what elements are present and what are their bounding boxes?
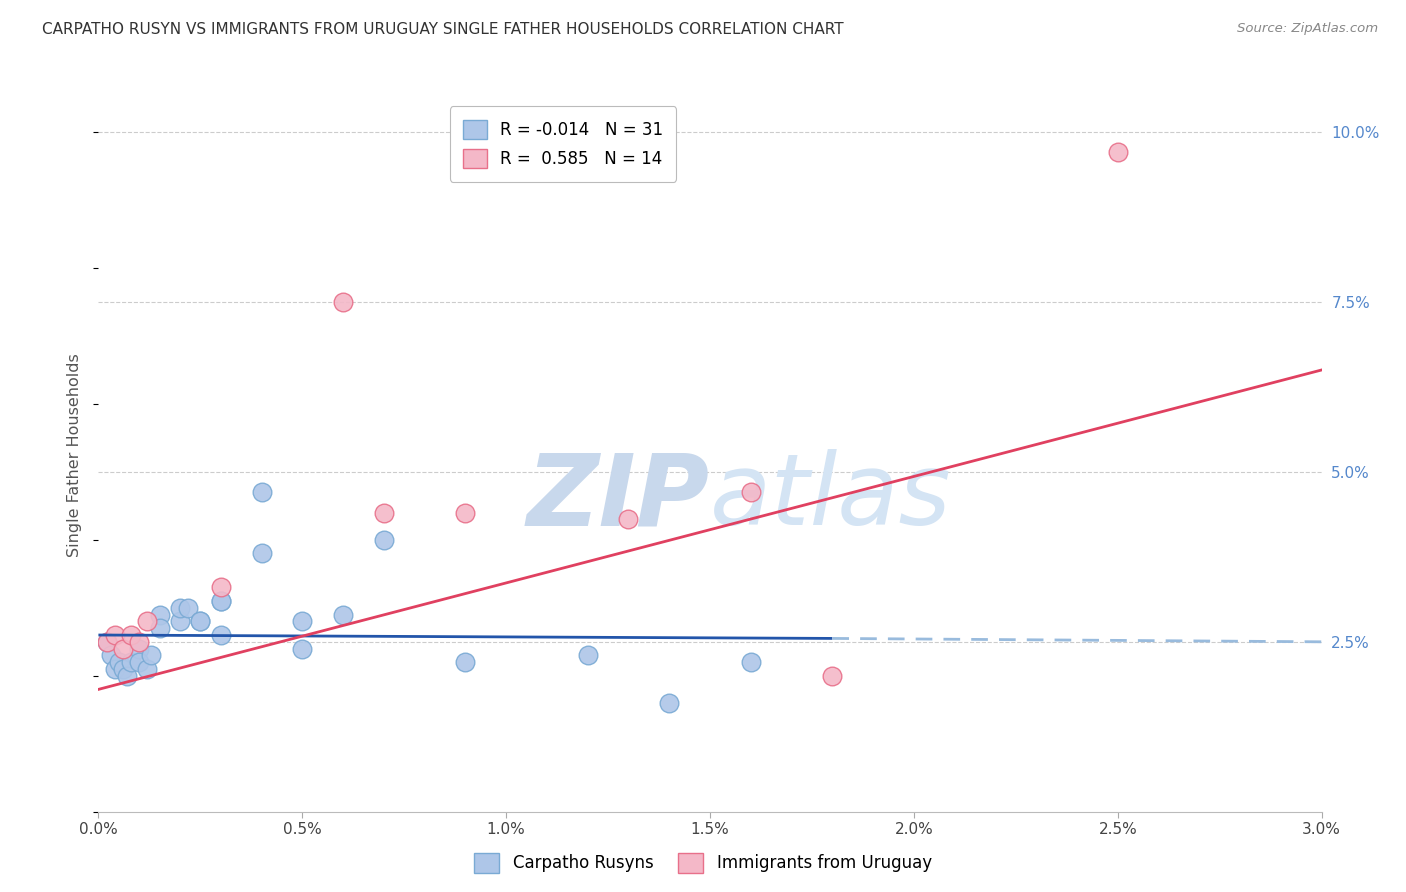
Point — [209, 628, 232, 642]
Text: ZIP: ZIP — [527, 450, 710, 546]
Point — [177, 600, 200, 615]
Point — [120, 628, 142, 642]
Point — [188, 615, 212, 629]
Point — [96, 635, 118, 649]
Point — [740, 485, 762, 500]
Point — [136, 662, 159, 676]
Point — [188, 615, 212, 629]
Point — [291, 641, 314, 656]
Point — [250, 546, 273, 560]
Legend: R = -0.014   N = 31, R =  0.585   N = 14: R = -0.014 N = 31, R = 0.585 N = 14 — [450, 106, 676, 182]
Point — [373, 506, 395, 520]
Point — [1107, 145, 1129, 160]
Point — [373, 533, 395, 547]
Point — [454, 506, 477, 520]
Point — [149, 607, 172, 622]
Text: atlas: atlas — [710, 450, 952, 546]
Point — [111, 662, 134, 676]
Point — [96, 635, 118, 649]
Point — [291, 615, 314, 629]
Point — [128, 641, 150, 656]
Point — [104, 628, 127, 642]
Point — [740, 655, 762, 669]
Point — [120, 655, 142, 669]
Text: Source: ZipAtlas.com: Source: ZipAtlas.com — [1237, 22, 1378, 36]
Point — [115, 669, 138, 683]
Point — [108, 655, 131, 669]
Point — [658, 696, 681, 710]
Point — [111, 641, 134, 656]
Legend: Carpatho Rusyns, Immigrants from Uruguay: Carpatho Rusyns, Immigrants from Uruguay — [468, 847, 938, 880]
Point — [149, 621, 172, 635]
Point — [209, 594, 232, 608]
Point — [128, 635, 150, 649]
Text: CARPATHO RUSYN VS IMMIGRANTS FROM URUGUAY SINGLE FATHER HOUSEHOLDS CORRELATION C: CARPATHO RUSYN VS IMMIGRANTS FROM URUGUA… — [42, 22, 844, 37]
Point — [332, 295, 354, 310]
Point — [136, 615, 159, 629]
Point — [104, 662, 127, 676]
Point — [821, 669, 844, 683]
Point — [576, 648, 599, 663]
Point — [128, 655, 150, 669]
Point — [209, 594, 232, 608]
Point — [141, 648, 163, 663]
Point — [209, 581, 232, 595]
Point — [454, 655, 477, 669]
Point — [250, 485, 273, 500]
Point — [169, 600, 191, 615]
Point — [617, 512, 640, 526]
Y-axis label: Single Father Households: Single Father Households — [67, 353, 83, 557]
Point — [332, 607, 354, 622]
Point — [100, 648, 122, 663]
Point — [169, 615, 191, 629]
